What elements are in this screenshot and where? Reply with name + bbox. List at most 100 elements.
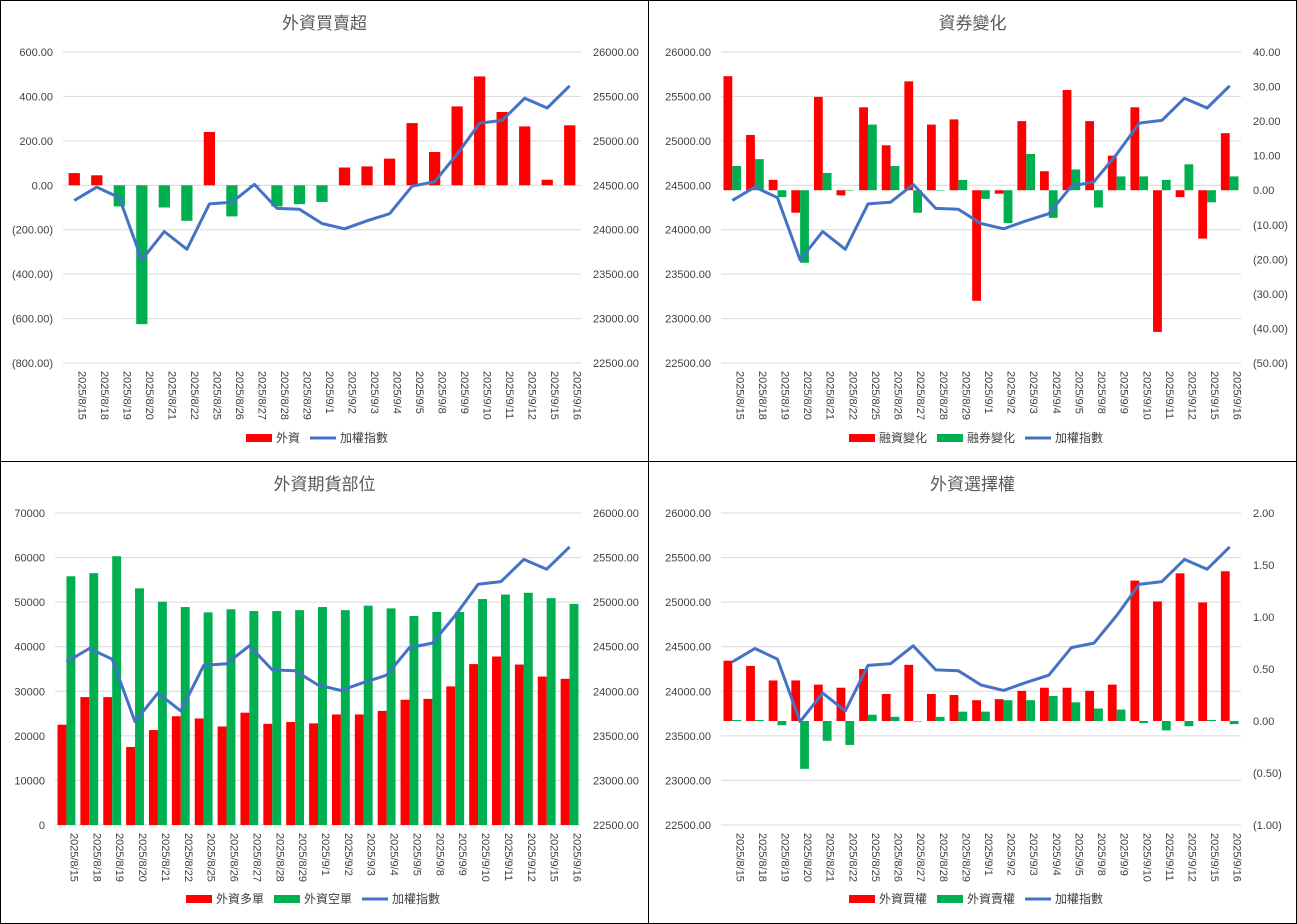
bar	[881, 145, 891, 191]
y-tick-label: 24500.00	[665, 642, 711, 654]
y-tick-label: 40000	[14, 642, 45, 654]
bar	[890, 716, 900, 721]
margin-short-change-chart: 資券變化 26000.00 25500.00 25000.00 24500.00 2400…	[665, 14, 1288, 445]
legend-label: 加權指數	[1055, 891, 1103, 906]
y-tick-label: 400.00	[19, 91, 53, 103]
y2-tick-label: 24000.00	[593, 686, 639, 698]
bar	[272, 611, 282, 825]
bar	[293, 185, 306, 205]
bar	[1139, 176, 1149, 191]
bar	[226, 609, 236, 825]
y-tick-label: 0	[39, 820, 45, 832]
foreign-net-buy-chart: 外資買賣超 600.00 400.00 200.00 0.00 (200.00) (400.…	[12, 14, 639, 445]
x-tick-label: 2025/8/20	[801, 833, 813, 882]
bar	[732, 719, 742, 721]
legend-label: 加權指數	[392, 891, 440, 906]
bar	[541, 179, 553, 186]
y2-tick-label: 20.00	[1253, 116, 1281, 128]
bar	[91, 175, 103, 186]
x-tick-label: 2025/9/12	[525, 833, 537, 882]
bar	[569, 603, 579, 825]
bar	[249, 611, 259, 825]
bar	[1207, 190, 1216, 203]
y-tick-label: 26000.00	[665, 508, 711, 520]
bar	[1107, 155, 1117, 191]
x-tick-label: 2025/8/21	[824, 833, 836, 882]
bar	[800, 721, 809, 769]
bar	[1026, 153, 1036, 191]
legend-label: 外資空單	[304, 892, 352, 906]
y-tick-label: (200.00)	[12, 225, 53, 237]
bar	[904, 81, 914, 191]
bar	[560, 678, 570, 825]
x-tick-label: 2025/8/15	[75, 371, 87, 420]
x-tick-label: 2025/9/10	[1140, 371, 1152, 420]
bar	[537, 676, 547, 825]
x-tick-label: 2025/8/26	[892, 833, 904, 882]
x-tick-label: 2025/9/9	[456, 833, 468, 876]
y-tick-label: 25500.00	[665, 553, 711, 565]
bar	[455, 611, 465, 825]
x-tick-label: 2025/9/8	[1095, 833, 1107, 876]
bar	[428, 151, 441, 186]
foreign-options-chart: 外資選擇權 26000.00 25500.00 25000.00 24500.00 240…	[665, 475, 1282, 906]
bar	[1071, 702, 1081, 721]
y2-tick-label: 24500.00	[593, 642, 639, 654]
x-tick-label: 2025/9/15	[1208, 833, 1220, 882]
bar	[972, 190, 981, 301]
x-tick-label: 2025/9/10	[481, 371, 493, 420]
bar	[881, 693, 891, 721]
index-line	[731, 84, 1231, 262]
legend-swatch	[937, 434, 963, 442]
y2-tick-label: 23000.00	[593, 314, 639, 326]
bar	[263, 723, 273, 825]
bar	[446, 686, 456, 825]
x-tick-label: 2025/8/21	[159, 833, 171, 882]
bar	[1175, 190, 1185, 198]
chart-title: 外資選擇權	[930, 475, 1015, 494]
bar	[1071, 169, 1081, 191]
y2-tick-label: 24000.00	[593, 225, 639, 237]
bar	[157, 601, 167, 825]
bar	[492, 656, 501, 825]
x-tick-label: 2025/8/28	[937, 371, 949, 420]
x-tick-label: 2025/9/15	[548, 371, 560, 420]
y-tick-label: 50000	[14, 597, 45, 609]
x-tick-label: 2025/9/2	[1005, 371, 1017, 414]
y2-tick-label: 22500.00	[593, 820, 639, 832]
x-tick-label: 2025/8/29	[959, 371, 971, 420]
x-tick-label: 2025/8/22	[188, 371, 200, 420]
bar	[746, 665, 755, 721]
legend-swatch	[849, 434, 875, 442]
x-tick-label: 2025/9/5	[1072, 371, 1084, 414]
bar	[1048, 190, 1058, 218]
bar	[469, 664, 479, 825]
x-tick-label: 2025/9/5	[1072, 833, 1084, 876]
x-tick-label: 2025/9/11	[503, 371, 515, 419]
y2-tick-label: (0.50)	[1253, 768, 1282, 780]
bar	[768, 680, 778, 721]
chart-title: 資券變化	[939, 14, 1007, 33]
bar	[1207, 719, 1216, 721]
bar	[309, 723, 318, 825]
x-tick-label: 2025/9/4	[1050, 833, 1062, 876]
y2-tick-label: (30.00)	[1253, 289, 1288, 301]
bar	[768, 179, 778, 191]
bar	[723, 660, 733, 721]
bar	[867, 714, 877, 721]
x-tick-label: 2025/8/18	[756, 371, 768, 420]
y-tick-label: 23000.00	[665, 314, 711, 326]
bar	[181, 185, 193, 221]
y2-tick-label: 40.00	[1253, 47, 1281, 59]
legend-swatch	[849, 895, 875, 903]
bar	[1003, 700, 1013, 721]
bar	[400, 699, 410, 825]
bar	[271, 185, 283, 207]
bar	[1003, 190, 1013, 224]
x-tick-label: 2025/8/27	[914, 371, 926, 420]
x-tick-label: 2025/8/27	[250, 833, 262, 882]
y-tick-label: 24500.00	[665, 180, 711, 192]
bar	[1085, 121, 1095, 191]
chart-panel-foreign-futures: 外資期貨部位 70000 60000 50000 40000 30000 20000 1000…	[0, 461, 649, 924]
